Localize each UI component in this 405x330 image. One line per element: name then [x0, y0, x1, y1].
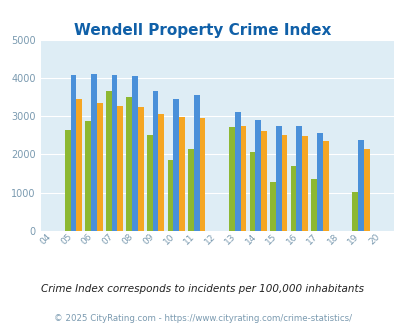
Bar [152, 91, 158, 231]
Bar [296, 126, 301, 231]
Bar [173, 99, 179, 231]
Bar [228, 127, 234, 231]
Bar [158, 114, 164, 231]
Bar [357, 140, 363, 231]
Bar [193, 95, 199, 231]
Bar [352, 192, 357, 231]
Bar [167, 160, 173, 231]
Bar [138, 107, 143, 231]
Bar [179, 117, 184, 231]
Text: Wendell Property Crime Index: Wendell Property Crime Index [74, 23, 331, 38]
Bar [290, 166, 296, 231]
Text: Crime Index corresponds to incidents per 100,000 inhabitants: Crime Index corresponds to incidents per… [41, 284, 364, 294]
Bar [188, 149, 193, 231]
Bar [281, 135, 287, 231]
Bar [126, 97, 132, 231]
Bar [132, 76, 138, 231]
Bar [111, 75, 117, 231]
Bar [91, 74, 97, 231]
Bar [311, 179, 316, 231]
Bar [117, 106, 123, 231]
Bar [147, 135, 152, 231]
Bar [363, 149, 369, 231]
Bar [234, 112, 240, 231]
Bar [255, 119, 260, 231]
Bar [199, 118, 205, 231]
Bar [275, 126, 281, 231]
Bar [97, 103, 102, 231]
Bar [76, 99, 82, 231]
Bar [65, 130, 70, 231]
Bar [270, 182, 275, 231]
Bar [301, 136, 307, 231]
Bar [322, 141, 328, 231]
Bar [316, 133, 322, 231]
Bar [85, 121, 91, 231]
Bar [106, 91, 111, 231]
Bar [260, 131, 266, 231]
Text: © 2025 CityRating.com - https://www.cityrating.com/crime-statistics/: © 2025 CityRating.com - https://www.city… [54, 314, 351, 323]
Bar [240, 126, 246, 231]
Bar [70, 75, 76, 231]
Bar [249, 152, 255, 231]
